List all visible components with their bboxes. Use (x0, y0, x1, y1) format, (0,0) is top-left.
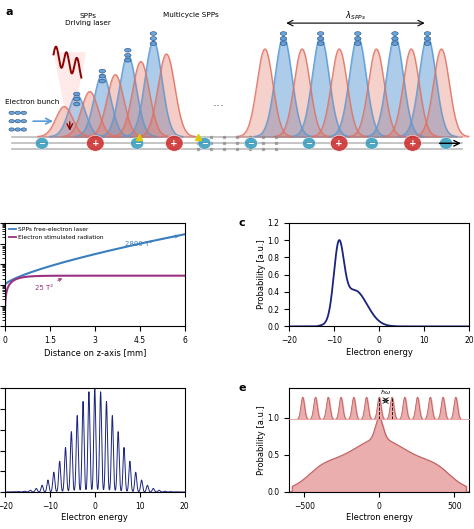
Ellipse shape (125, 58, 131, 62)
Text: +: + (409, 139, 416, 148)
Text: ...: ... (212, 96, 224, 109)
Text: +: + (91, 139, 99, 148)
Ellipse shape (9, 111, 15, 114)
Circle shape (404, 135, 421, 151)
Ellipse shape (355, 32, 361, 35)
Ellipse shape (150, 37, 156, 40)
Ellipse shape (318, 37, 324, 40)
Circle shape (131, 138, 144, 149)
Ellipse shape (9, 120, 15, 123)
Ellipse shape (99, 79, 106, 83)
Ellipse shape (280, 32, 287, 35)
Ellipse shape (424, 37, 431, 40)
Text: −: − (443, 139, 449, 148)
Circle shape (365, 138, 378, 149)
Circle shape (330, 135, 348, 151)
Ellipse shape (355, 37, 361, 40)
Ellipse shape (392, 37, 398, 40)
Ellipse shape (15, 128, 20, 131)
Ellipse shape (392, 42, 398, 45)
Ellipse shape (99, 69, 106, 73)
Ellipse shape (125, 53, 131, 57)
Text: −: − (368, 139, 375, 148)
X-axis label: Distance on z-axis [mm]: Distance on z-axis [mm] (44, 348, 146, 357)
Ellipse shape (73, 97, 80, 101)
Text: −: − (201, 139, 208, 148)
Circle shape (86, 135, 104, 151)
Circle shape (245, 138, 257, 149)
Ellipse shape (150, 32, 156, 35)
Ellipse shape (21, 111, 27, 114)
Ellipse shape (150, 42, 156, 45)
Y-axis label: Probability [a.u.]: Probability [a.u.] (257, 405, 266, 475)
Text: e: e (239, 383, 246, 393)
Ellipse shape (125, 48, 131, 52)
Text: −: − (134, 139, 141, 148)
Ellipse shape (318, 42, 324, 45)
Text: Multicycle SPPs: Multicycle SPPs (163, 12, 219, 18)
Ellipse shape (99, 74, 106, 78)
Ellipse shape (73, 102, 80, 106)
Text: c: c (239, 217, 246, 227)
Polygon shape (54, 52, 86, 136)
Text: −: − (247, 139, 255, 148)
Text: +: + (336, 139, 343, 148)
X-axis label: Electron energy: Electron energy (346, 514, 413, 523)
Ellipse shape (280, 42, 287, 45)
Text: −: − (306, 139, 312, 148)
Ellipse shape (355, 42, 361, 45)
Ellipse shape (15, 120, 20, 123)
Ellipse shape (73, 92, 80, 96)
X-axis label: Electron energy: Electron energy (346, 348, 413, 357)
Ellipse shape (15, 111, 20, 114)
Text: +: + (171, 139, 178, 148)
Text: −: − (38, 139, 46, 148)
Text: $\lambda_{SPPs}$: $\lambda_{SPPs}$ (345, 9, 366, 22)
Ellipse shape (424, 42, 431, 45)
Ellipse shape (280, 37, 287, 40)
Ellipse shape (21, 128, 27, 131)
Text: Electron bunch: Electron bunch (5, 99, 59, 105)
Ellipse shape (21, 120, 27, 123)
Circle shape (439, 138, 453, 149)
Y-axis label: Probability [a.u.]: Probability [a.u.] (257, 240, 266, 309)
Legend: SPPs free-electron laser, Electron stimulated radiation: SPPs free-electron laser, Electron stimu… (8, 226, 104, 241)
Ellipse shape (392, 32, 398, 35)
Circle shape (36, 138, 48, 149)
Ellipse shape (318, 32, 324, 35)
Circle shape (165, 135, 183, 151)
Ellipse shape (9, 128, 15, 131)
X-axis label: Electron energy: Electron energy (61, 514, 128, 523)
Text: a: a (6, 7, 13, 17)
Ellipse shape (424, 32, 431, 35)
Circle shape (302, 138, 316, 149)
Text: 2800 T²: 2800 T² (125, 235, 178, 247)
Text: SPPs
Driving laser: SPPs Driving laser (65, 13, 111, 26)
Text: 25 T²: 25 T² (35, 279, 61, 290)
Circle shape (198, 138, 211, 149)
